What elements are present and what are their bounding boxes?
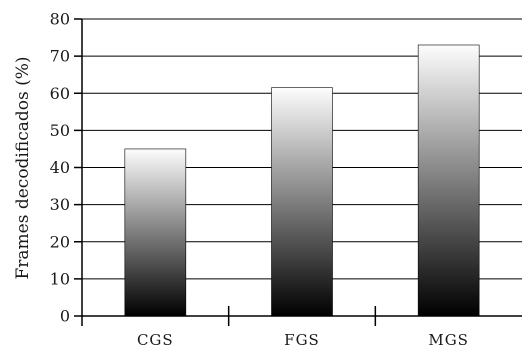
y-tick-label: 10 — [50, 269, 70, 288]
bars — [124, 44, 480, 317]
x-category-label: MGS — [428, 331, 469, 349]
y-tick-label: 50 — [50, 121, 70, 140]
x-category-labels: CGS FGS MGS — [137, 331, 469, 349]
y-tick-labels: 0 10 20 30 40 50 60 70 80 — [50, 10, 70, 326]
x-category-label: CGS — [137, 331, 174, 349]
y-tick-label: 80 — [50, 10, 70, 29]
y-axis-title: Frames decodificados (%) — [13, 56, 33, 279]
y-tick-label: 0 — [60, 307, 70, 326]
y-tick-label: 70 — [50, 47, 70, 66]
bar-mgs — [417, 44, 480, 317]
y-tick-label: 40 — [50, 158, 70, 177]
bar-fgs — [271, 87, 333, 317]
x-category-label: FGS — [284, 331, 320, 349]
axes — [74, 18, 522, 326]
bar-cgs — [124, 148, 187, 317]
y-tick-label: 20 — [50, 232, 70, 251]
y-tick-label: 60 — [50, 84, 70, 103]
y-tick-label: 30 — [50, 195, 70, 214]
